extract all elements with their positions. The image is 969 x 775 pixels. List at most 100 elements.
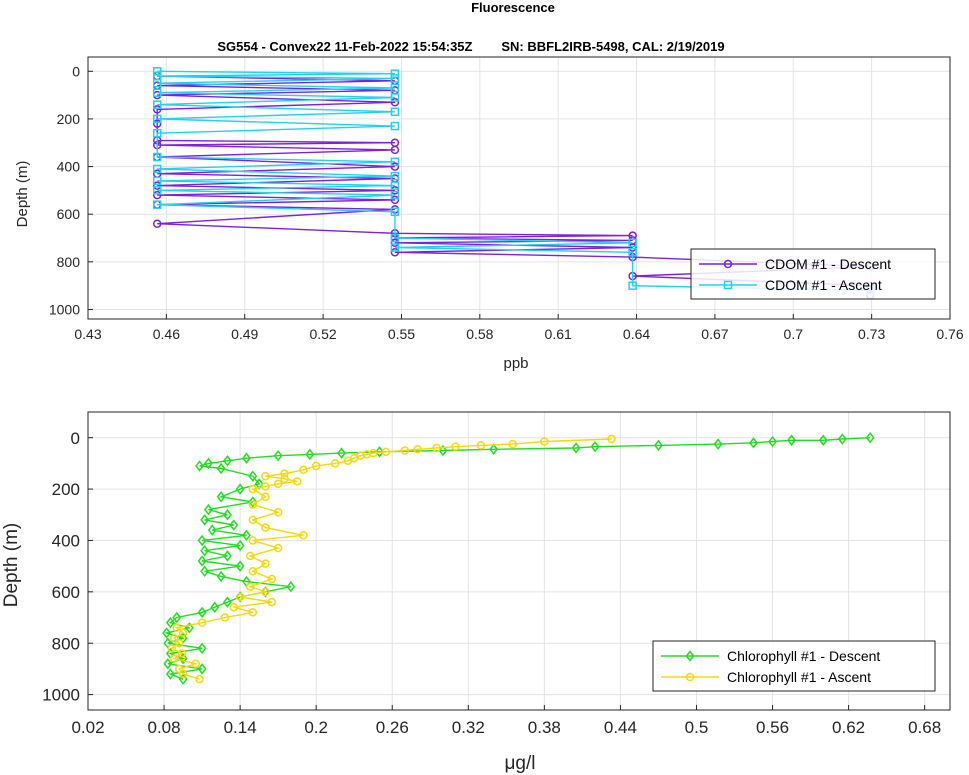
cdom-x-axis-label: ppb bbox=[503, 355, 528, 372]
chlorophyll-data-point bbox=[200, 514, 210, 526]
cdom-y-tick-label: 400 bbox=[57, 159, 81, 175]
chlorophyll-x-axis-label: μg/l bbox=[504, 753, 535, 774]
chlorophyll-data-point bbox=[261, 587, 270, 597]
chlorophyll-data-point bbox=[261, 482, 270, 491]
chlorophyll-data-point bbox=[246, 582, 255, 591]
cdom-data-point bbox=[390, 238, 400, 248]
cdom-data-point bbox=[152, 78, 162, 88]
chlorophyll-data-point bbox=[768, 435, 777, 448]
chlorophyll-data-point bbox=[267, 597, 277, 607]
cdom-data-point bbox=[390, 190, 400, 200]
chlorophyll-y-tick-label: 600 bbox=[52, 583, 80, 602]
cdom-x-tick-label: 0.73 bbox=[858, 326, 885, 342]
cdom-chart-title: SG554 - Convex22 11-Feb-2022 15:54:35Z S… bbox=[217, 39, 724, 54]
chlorophyll-data-point bbox=[163, 658, 173, 670]
cdom-data-point bbox=[390, 107, 400, 117]
chlorophyll-x-tick-label: 0.02 bbox=[71, 718, 104, 737]
chlorophyll-data-point bbox=[590, 440, 600, 453]
cdom-x-ticks: 0.43 0.46 0.49 0.52 0.55 0.58 0.61 0.64 0.67 0.7 0… bbox=[74, 314, 964, 342]
chlorophyll-data-point bbox=[305, 448, 315, 461]
cdom-x-tick-label: 0.61 bbox=[545, 326, 572, 342]
cdom-data-point bbox=[390, 145, 400, 155]
chlorophyll-data-point bbox=[197, 642, 207, 655]
chlorophyll-x-tick-label: 0.68 bbox=[908, 718, 941, 737]
chlorophyll-data-point bbox=[197, 618, 207, 627]
chlorophyll-data-point bbox=[749, 437, 758, 449]
chlorophyll-data-point bbox=[248, 470, 258, 482]
cdom-x-tick-label: 0.52 bbox=[309, 326, 336, 342]
chlorophyll-data-point bbox=[280, 469, 289, 478]
chlorophyll-data-point bbox=[330, 459, 340, 468]
chlorophyll-data-point bbox=[207, 524, 217, 536]
chlorophyll-x-tick-label: 0.2 bbox=[304, 718, 328, 737]
chlorophyll-data-point bbox=[216, 462, 226, 475]
chlorophyll-data-point bbox=[400, 446, 410, 455]
chlorophyll-y-tick-label: 1000 bbox=[42, 686, 80, 705]
cdom-data-point bbox=[152, 114, 162, 124]
chlorophyll-data-point bbox=[165, 668, 175, 680]
chlorophyll-chart: 0.02 0.08 0.14 0.2 0.26 0.32 0.38 0.44 0.5 0.56 0.… bbox=[1, 411, 951, 774]
cdom-data-point bbox=[390, 121, 400, 131]
cdom-legend-entry: CDOM #1 - Ascent bbox=[765, 277, 882, 293]
cdom-x-tick-label: 0.76 bbox=[936, 326, 963, 342]
chlorophyll-data-point bbox=[178, 628, 188, 638]
cdom-data-point bbox=[152, 128, 162, 138]
chlorophyll-data-point bbox=[235, 539, 245, 552]
chlorophyll-data-point bbox=[432, 443, 441, 453]
chlorophyll-data-point bbox=[489, 443, 499, 455]
cdom-data-point bbox=[628, 281, 637, 290]
cdom-legend-entry: CDOM #1 - Descent bbox=[765, 256, 891, 272]
cdom-x-tick-label: 0.43 bbox=[74, 326, 101, 342]
cdom-data-point bbox=[628, 248, 637, 257]
cdom-data-point bbox=[152, 67, 162, 76]
chlorophyll-data-point bbox=[273, 543, 283, 553]
cdom-data-point bbox=[390, 207, 400, 217]
cdom-y-tick-label: 0 bbox=[72, 63, 80, 79]
cdom-axes-frame bbox=[87, 56, 951, 320]
cdom-data-point bbox=[390, 93, 400, 102]
cdom-y-tick-label: 600 bbox=[57, 206, 81, 222]
cdom-data-point bbox=[152, 164, 162, 174]
cdom-data-point bbox=[152, 186, 162, 195]
cdom-data-point bbox=[390, 98, 400, 107]
cdom-x-tick-label: 0.55 bbox=[388, 326, 415, 342]
cdom-x-tick-label: 0.67 bbox=[701, 326, 728, 342]
chlorophyll-data-point bbox=[197, 555, 207, 567]
chlorophyll-data-point bbox=[375, 446, 385, 458]
chlorophyll-data-point bbox=[248, 500, 258, 509]
chlorophyll-data-point bbox=[273, 449, 283, 462]
chlorophyll-data-point bbox=[267, 574, 277, 584]
cdom-legend-marker bbox=[723, 259, 733, 269]
chlorophyll-data-point bbox=[235, 591, 245, 603]
chlorophyll-data-point bbox=[653, 439, 663, 452]
chlorophyll-data-point bbox=[337, 447, 346, 459]
chlorophyll-data-point bbox=[197, 663, 207, 675]
chlorophyll-data-point bbox=[311, 461, 321, 471]
cdom-data-point bbox=[152, 105, 162, 114]
chlorophyll-data-point bbox=[248, 515, 258, 525]
cdom-data-point bbox=[628, 243, 637, 252]
figure-title: Fluorescence bbox=[471, 0, 555, 15]
cdom-data-point bbox=[152, 181, 162, 190]
chlorophyll-data-point bbox=[261, 559, 270, 568]
chlorophyll-data-point bbox=[235, 592, 245, 602]
chlorophyll-y-axis-label: Depth (m) bbox=[1, 523, 22, 607]
chlorophyll-data-point bbox=[273, 479, 283, 489]
chlorophyll-data-point bbox=[865, 431, 875, 444]
chlorophyll-legend-marker bbox=[685, 672, 695, 682]
chlorophyll-legend-marker bbox=[685, 650, 695, 662]
chlorophyll-data-point bbox=[216, 491, 226, 503]
chlorophyll-axes-frame bbox=[87, 411, 951, 711]
chlorophyll-y-tick-label: 200 bbox=[52, 480, 80, 499]
chlorophyll-x-tick-label: 0.32 bbox=[452, 718, 485, 737]
chlorophyll-data-point bbox=[248, 608, 258, 617]
cdom-data-point bbox=[390, 74, 400, 83]
chlorophyll-data-point bbox=[713, 438, 723, 450]
chlorophyll-data-point bbox=[197, 534, 207, 547]
chlorophyll-data-point bbox=[172, 611, 182, 624]
cdom-data-point bbox=[628, 238, 637, 248]
chlorophyll-data-point bbox=[280, 474, 289, 484]
cdom-x-tick-label: 0.7 bbox=[784, 326, 804, 342]
chlorophyll-x-tick-label: 0.56 bbox=[756, 718, 789, 737]
chlorophyll-data-point bbox=[203, 457, 213, 470]
